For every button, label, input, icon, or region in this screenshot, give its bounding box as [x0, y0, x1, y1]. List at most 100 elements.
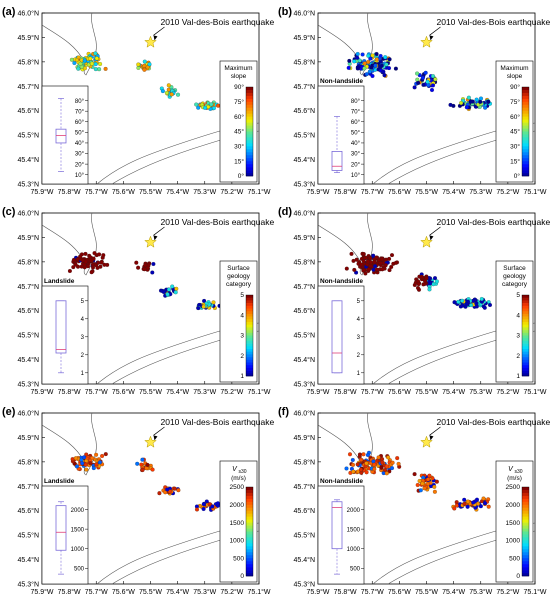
colorbar-title: Surface [227, 265, 250, 272]
data-point [83, 59, 87, 63]
colorbar-segment [246, 537, 253, 540]
lon-tick-label: 75.8°W [334, 588, 357, 596]
lat-tick-label: 45.9°N [18, 234, 39, 242]
colorbar-tick-label: 3 [240, 333, 244, 340]
boxplot-tick-label: 60° [351, 120, 361, 126]
colorbar-segment [522, 523, 529, 526]
colorbar-tick-label: 60° [234, 113, 244, 121]
data-point [202, 305, 206, 309]
colorbar-segment [522, 325, 529, 328]
data-point [462, 498, 466, 502]
data-point [459, 101, 463, 105]
data-point [375, 58, 379, 62]
data-point [375, 52, 379, 56]
lon-tick-label: 75.8°W [334, 388, 357, 396]
colorbar-segment [246, 96, 253, 99]
lon-tick-label: 75.9°W [306, 188, 329, 196]
data-point [356, 463, 360, 467]
data-point [469, 303, 473, 307]
boxplot-tick-label: 1000 [347, 547, 361, 553]
data-point [356, 65, 360, 69]
colorbar-segment [246, 140, 253, 143]
lon-tick-label: 75.6°W [112, 188, 135, 196]
colorbar-segment [522, 502, 529, 505]
data-point [84, 463, 88, 467]
data-point [374, 64, 378, 68]
colorbar-segment [246, 303, 253, 306]
colorbar-segment [522, 517, 529, 520]
data-point [362, 259, 366, 263]
lat-tick-label: 45.4°N [294, 356, 315, 364]
data-point [202, 507, 206, 511]
data-point [100, 454, 104, 458]
boxplot-tick-label: 20° [351, 162, 361, 168]
data-point [395, 456, 399, 460]
data-point [449, 103, 453, 107]
colorbar-segment [522, 333, 529, 336]
colorbar-tick-label: 1500 [506, 520, 521, 527]
data-point [161, 89, 165, 93]
data-point [351, 470, 355, 474]
data-point [71, 265, 75, 269]
lat-tick-label: 45.7°N [294, 83, 315, 91]
earthquake-label: 2010 Val-des-Bois earthquake [161, 17, 275, 27]
lon-tick-label: 75.4°W [166, 188, 189, 196]
data-point [359, 468, 363, 472]
data-point [433, 490, 437, 494]
colorbar-segment [246, 570, 253, 573]
lon-tick-label: 75.6°W [112, 588, 135, 596]
data-point [475, 98, 479, 102]
data-point [435, 280, 439, 284]
colorbar-title: category [502, 281, 528, 288]
data-point [212, 301, 216, 305]
boxplot-box [56, 129, 66, 143]
data-point [455, 500, 459, 504]
colorbar-tick-label: 45° [510, 128, 520, 136]
lon-tick-label: 75.7°W [85, 188, 108, 196]
data-point [456, 300, 460, 304]
colorbar-segment [522, 120, 529, 123]
lon-tick-label: 75.4°W [442, 388, 465, 396]
lon-tick-label: 75.8°W [334, 188, 357, 196]
lon-tick-label: 75.3°W [193, 388, 216, 396]
data-point [428, 288, 432, 292]
lon-tick-label: 75.3°W [193, 588, 216, 596]
boxplot-tick-label: 40° [351, 141, 361, 147]
data-point [466, 500, 470, 504]
colorbar-units: (m/s) [231, 475, 246, 482]
colorbar-segment [246, 170, 253, 173]
data-point [426, 80, 430, 84]
boxplot-inset: 80°70°60°50°40°30°20°10° [42, 86, 88, 184]
data-point [75, 465, 79, 469]
colorbar-segment [522, 143, 529, 146]
colorbar-segment [522, 132, 529, 135]
lat-tick-label: 46.0°N [18, 410, 39, 418]
colorbar-segment [246, 357, 253, 360]
data-point [104, 67, 108, 71]
data-point [372, 467, 376, 471]
data-point [425, 276, 429, 280]
colorbar-segment [522, 344, 529, 347]
colorbar-segment [246, 336, 253, 339]
lat-tick-label: 45.4°N [18, 556, 39, 564]
lat-tick-label: 45.9°N [294, 234, 315, 242]
colorbar-segment [522, 529, 529, 532]
boxplot-title: Landslide [44, 278, 75, 285]
colorbar-segment [522, 540, 529, 543]
data-point [421, 76, 425, 80]
data-point [482, 497, 486, 501]
data-point [431, 74, 435, 78]
colorbar-segment [522, 499, 529, 502]
data-point [366, 260, 370, 264]
data-point [141, 458, 145, 462]
colorbar-segment [246, 349, 253, 352]
data-point [95, 462, 99, 466]
colorbar-segment [522, 123, 529, 126]
colorbar-segment [522, 164, 529, 167]
colorbar-units: (m/s) [507, 475, 522, 482]
data-point [76, 67, 80, 71]
data-point [423, 486, 427, 490]
